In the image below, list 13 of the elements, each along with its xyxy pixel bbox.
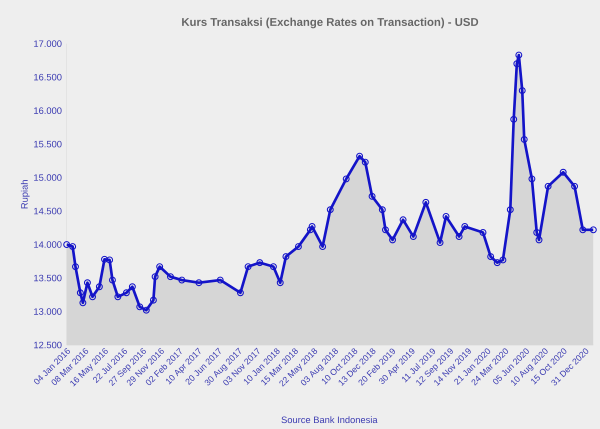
y-tick-label: 12.500 (34, 342, 62, 348)
chart-title: Kurs Transaksi (Exchange Rates on Transaction) - USD (182, 18, 478, 28)
y-tick-label: 17.000 (34, 40, 62, 47)
y-tick-label: 14.000 (34, 241, 62, 248)
y-tick-label: 15.000 (34, 174, 62, 181)
y-tick-label: 14.500 (34, 208, 62, 214)
y-tick-label: 15.500 (34, 140, 62, 148)
source-note: Source Bank Indonesia (282, 416, 378, 424)
y-tick-label: 13.500 (34, 274, 62, 282)
y-tick-label: 16.500 (34, 74, 62, 80)
y-axis-title: Rupiah (20, 180, 30, 208)
y-tick-label: 16.000 (34, 107, 62, 114)
y-tick-label: 13.000 (34, 308, 62, 315)
